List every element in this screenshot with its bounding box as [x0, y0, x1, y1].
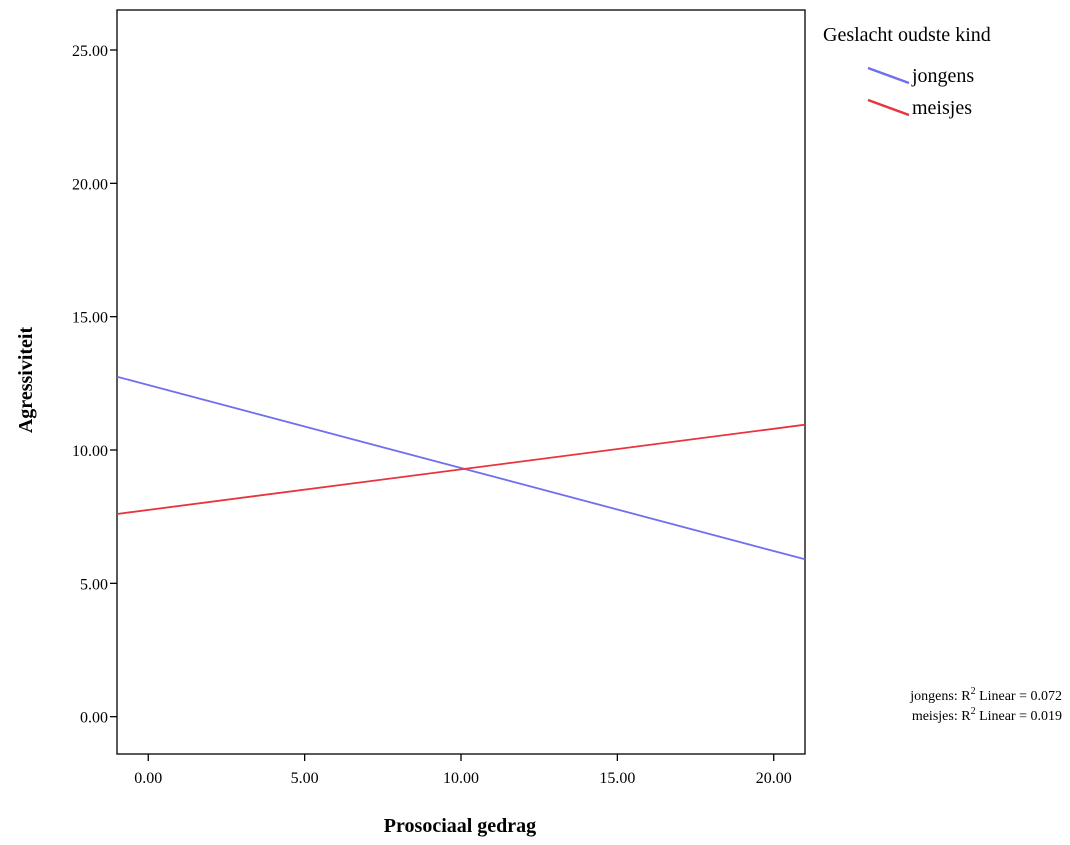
fit-note: jongens: R2 Linear = 0.072 [909, 686, 1062, 704]
legend-swatch-jongens [867, 66, 910, 85]
y-tick-label: 20.00 [72, 176, 108, 193]
y-tick-label: 0.00 [80, 710, 108, 727]
y-axis-title: Agressiviteit [15, 327, 37, 434]
x-tick-label: 20.00 [756, 770, 792, 787]
series-layer [116, 375, 806, 561]
legend: Geslacht oudste kind jongens meisjes [823, 24, 991, 119]
legend-items: jongens meisjes [867, 65, 974, 119]
x-tick-label: 5.00 [291, 770, 319, 787]
legend-swatch-meisjes [867, 98, 910, 117]
legend-label-meisjes: meisjes [912, 97, 972, 119]
y-tick-label: 10.00 [72, 443, 108, 460]
y-tick-label: 25.00 [72, 43, 108, 60]
plot-area [116, 9, 806, 755]
legend-title: Geslacht oudste kind [823, 24, 991, 46]
y-axis-ticks: 0.00 5.00 10.00 15.00 20.00 25.00 [72, 43, 117, 727]
series-line-jongens [116, 375, 806, 561]
x-axis-title: Prosociaal gedrag [384, 815, 536, 837]
fit-note: meisjes: R2 Linear = 0.019 [912, 706, 1062, 724]
y-tick-label: 15.00 [72, 310, 108, 327]
series-line-meisjes [116, 423, 806, 515]
x-axis-ticks: 0.00 5.00 10.00 15.00 20.00 [134, 754, 792, 787]
y-tick-label: 5.00 [80, 576, 108, 593]
legend-label-jongens: jongens [911, 65, 974, 87]
x-tick-label: 0.00 [134, 770, 162, 787]
x-tick-label: 15.00 [599, 770, 635, 787]
plot-frame [116, 9, 806, 755]
fit-notes: jongens: R2 Linear = 0.072 meisjes: R2 Li… [909, 686, 1062, 724]
x-tick-label: 10.00 [443, 770, 479, 787]
